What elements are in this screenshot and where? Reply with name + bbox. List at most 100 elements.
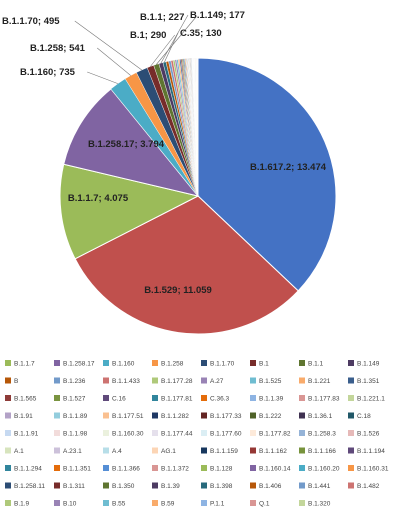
legend-label-B.1.1.294: B.1.1.294 [14,466,42,473]
legend-label-B.1.1.70: B.1.1.70 [210,361,235,368]
legend-label-B.1.1.7: B.1.1.7 [14,361,35,368]
legend-label-B.1.525: B.1.525 [259,378,282,385]
legend-swatch-Q.1 [250,500,256,506]
legend-label-B.1.441: B.1.441 [308,483,331,490]
legend-label-C.36.3: C.36.3 [210,396,230,403]
pie-slices [59,57,337,335]
legend-label-B.1.1.39: B.1.1.39 [259,396,284,403]
legend-label-C.16: C.16 [112,396,126,403]
legend-swatch-A.27 [201,377,207,384]
leader-line-C.35 [164,32,179,63]
legend-label-B.1.177.60: B.1.177.60 [210,431,242,438]
legend-swatch-B.1.177.83 [299,395,305,401]
legend-swatch-B.1.1.98 [54,430,60,436]
legend-swatch-B.1.1.166 [299,447,305,454]
data-label-B.1: B.1; 290 [130,30,166,41]
legend-swatch-B.1.39 [152,482,158,489]
legend-label-B.1.1.162: B.1.1.162 [259,448,287,455]
legend-swatch-B.1.221.1 [348,395,354,401]
legend-label-B.1.1: B.1.1 [308,361,324,368]
legend-swatch-B.1.258 [152,360,158,366]
legend-swatch-B.1.177.60 [201,430,207,436]
legend-swatch-C.18 [348,412,354,419]
legend-label-B.1.1.159: B.1.1.159 [210,448,238,455]
legend-label-B.1.482: B.1.482 [357,483,380,490]
legend-swatch-B.1.177.51 [103,412,109,419]
legend-swatch-B.1.527 [54,395,60,401]
leader-line-B.1 [150,34,176,67]
legend-label-B.1.160.30: B.1.160.30 [112,431,144,438]
data-label-C.35: C.35; 130 [180,28,222,39]
legend-swatch-B.1.221 [299,377,305,384]
legend-swatch-P.1.1 [201,500,207,506]
legend-label-B.1.9: B.1.9 [14,501,30,508]
legend-swatch-B.1.149 [348,360,354,366]
legend-label-B.1.1.351: B.1.1.351 [63,466,91,473]
legend-label-Q.1: Q.1 [259,501,270,508]
legend-label-P.1.1: P.1.1 [210,501,225,508]
data-label-B.1.617.2: B.1.617.2; 13.474 [250,162,327,173]
legend-label-B.1.398: B.1.398 [210,483,233,490]
legend-swatch-AG.1 [152,447,158,454]
data-label-B.1.149: B.1.149; 177 [190,10,245,21]
legend-label-B.1.1.372: B.1.1.372 [161,466,189,473]
legend-label-B.1.221.1: B.1.221.1 [357,396,385,403]
legend-swatch-B.55 [103,500,109,506]
legend-label-B.1.177.83: B.1.177.83 [308,396,340,403]
data-label-B.1.160: B.1.160; 735 [20,67,76,78]
legend-label-B.1.1.433: B.1.1.433 [112,378,140,385]
legend-swatch-B [5,377,11,384]
legend-swatch-B.1.320 [299,500,305,506]
legend-label-B.1.177.51: B.1.177.51 [112,413,144,420]
legend-swatch-B.1.160.14 [250,465,256,471]
legend-label-B.1.258.3: B.1.258.3 [308,431,336,438]
data-label-B.1.529: B.1.529; 11.059 [144,285,212,296]
legend-swatch-B.1.1.89 [54,412,60,419]
legend-swatch-A.1 [5,447,11,454]
legend-label-B.55: B.55 [112,501,126,508]
legend-swatch-B.1.128 [201,465,207,471]
legend-label-AG.1: AG.1 [161,448,176,455]
legend-label-B.1.160.31: B.1.160.31 [357,466,389,473]
legend-label-B.1.527: B.1.527 [63,396,86,403]
legend-label-B.1.1.166: B.1.1.166 [308,448,336,455]
legend-swatch-B.1.441 [299,482,305,489]
legend-label-B.1.149: B.1.149 [357,361,380,368]
legend-swatch-C.36.3 [201,395,207,401]
legend-swatch-B.1.91 [5,412,11,419]
legend-label-B.1.36.1: B.1.36.1 [308,413,333,420]
leader-line-B.1.258 [97,47,131,76]
leader-line-B.1.160 [87,71,119,84]
legend-label-B.1.39: B.1.39 [161,483,180,490]
legend-label-B.59: B.59 [161,501,175,508]
legend-swatch-B.1.311 [54,482,60,489]
legend-label-B.1.177.82: B.1.177.82 [259,431,291,438]
legend-swatch-B.1.177.28 [152,377,158,384]
legend-swatch-B.1.1.433 [103,377,109,384]
legend-label-B.1.526: B.1.526 [357,431,380,438]
legend-swatch-A.23.1 [54,447,60,454]
legend-swatch-B.1.1.7 [5,360,11,366]
legend-swatch-B.1.1.282 [152,412,158,419]
data-label-B.1.258: B.1.258; 541 [30,43,86,54]
legend-swatch-B.1.1.372 [152,465,158,471]
pie-slice-B.1.258.17 [63,88,200,197]
legend-label-C.18: C.18 [357,413,371,420]
legend-swatch-B.1.177.33 [201,412,207,419]
legend-label-B.1.350: B.1.350 [112,483,135,490]
legend-label-A.4: A.4 [112,448,122,455]
legend-swatch-B.1.1.91 [5,430,11,436]
legend-swatch-B.1.1 [299,360,305,366]
legend-swatch-B.1.1.366 [103,465,109,471]
legend-label-B.1.1.91: B.1.1.91 [14,431,39,438]
legend-label-B.1.258.17: B.1.258.17 [63,361,95,368]
legend-swatch-B.1.350 [103,482,109,489]
legend-label-B.1.565: B.1.565 [14,396,37,403]
legend-label-B.1.177.81: B.1.177.81 [161,396,193,403]
legend-swatch-B.1 [250,360,256,366]
legend-label-B.1.91: B.1.91 [14,413,33,420]
legend-swatch-B.1.160.20 [299,465,305,471]
leader-line-B.1.1.70 [74,20,142,71]
legend-swatch-B.1.160.30 [103,430,109,436]
